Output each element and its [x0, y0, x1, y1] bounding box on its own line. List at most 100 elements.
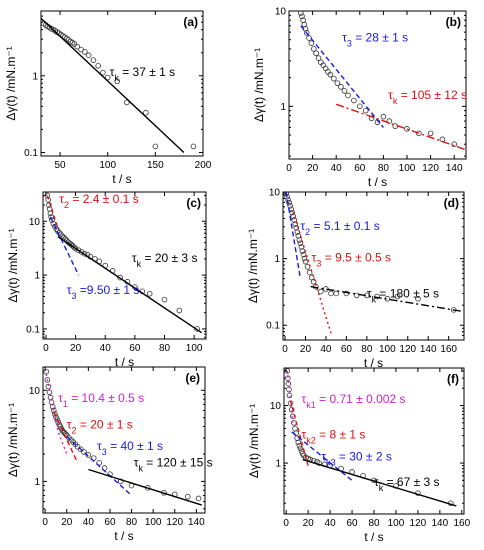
data-point — [69, 243, 76, 249]
data-point — [303, 30, 310, 36]
data-point — [404, 126, 410, 132]
chart-panel-a: 50 100 150 200 0.1 1 t / s Δγ(t) /mN.m⁻¹ (a) τk =… — [4, 10, 212, 186]
chart-panel-e: 0 20 40 60 80 100 120 140 1 10 t / s Δγ(t) /mN.m⁻¹ (… — [6, 366, 213, 543]
x-tick-label: 80 — [126, 517, 138, 528]
fit-line — [302, 458, 457, 507]
x-tick-label: 120 — [166, 517, 183, 528]
data-point — [52, 411, 58, 417]
data-point — [295, 439, 302, 446]
x-tick-label: 120 — [422, 163, 439, 174]
data-layer — [44, 192, 202, 334]
x-tick-label: 80 — [378, 163, 390, 174]
plot-frame — [42, 366, 206, 514]
panel-label: (d) — [444, 196, 459, 210]
data-layer — [298, 11, 466, 151]
data-point — [47, 210, 54, 217]
data-point — [315, 55, 322, 61]
data-point — [306, 269, 313, 276]
data-point — [176, 307, 183, 314]
x-tick-label: 0 — [43, 343, 49, 354]
x-tick-label: 100 — [379, 344, 396, 355]
x-tick-label: 20 — [61, 517, 73, 528]
x-axis-label: t / s — [114, 529, 133, 543]
x-tick-label: 40 — [83, 517, 95, 528]
data-point — [313, 50, 319, 57]
data-point — [310, 46, 317, 52]
data-point — [78, 249, 85, 255]
data-point — [90, 57, 97, 63]
fit-line — [300, 25, 384, 128]
y-tick-label: 10 — [29, 386, 41, 397]
x-tick-label: 150 — [147, 160, 164, 171]
fit-line — [291, 431, 353, 481]
x-tick-label: 120 — [399, 344, 416, 355]
fit-line — [66, 436, 133, 497]
data-point — [74, 43, 81, 50]
y-axis-label: Δγ(t) /mN.m⁻¹ — [246, 229, 260, 303]
x-axis-label: t / s — [115, 355, 134, 369]
data-point — [146, 290, 153, 297]
panel-label: (e) — [185, 371, 200, 385]
x-tick-label: 60 — [104, 517, 116, 528]
data-point — [328, 290, 334, 297]
y-tick-label: 0.1 — [266, 321, 280, 332]
data-point — [65, 36, 72, 43]
fit-line — [292, 211, 332, 334]
data-point — [299, 13, 305, 20]
data-point — [114, 78, 121, 85]
data-point — [296, 237, 303, 243]
x-axis-label: t / s — [368, 175, 387, 189]
fit-line — [310, 285, 464, 313]
tau-annotation: τk2 = 8 ± 1 s — [302, 427, 366, 445]
tau-annotation: τ3 = 28 ± 1 s — [342, 30, 408, 48]
data-point — [46, 202, 52, 208]
data-point — [75, 247, 82, 254]
x-tick-label: 0 — [282, 344, 288, 355]
x-tick-label: 80 — [361, 344, 373, 355]
fit-line — [49, 216, 80, 276]
x-tick-label: 40 — [325, 518, 337, 529]
tau-annotation: τk = 180 ± 5 s — [367, 287, 439, 305]
plot-frame — [40, 10, 204, 157]
y-tick-label: 1 — [274, 254, 280, 265]
data-point — [95, 63, 101, 69]
x-tick-label: 20 — [70, 343, 82, 354]
data-point — [297, 240, 304, 247]
x-tick-label: 120 — [410, 518, 427, 529]
x-tick-label: 140 — [446, 163, 463, 174]
data-layer — [283, 192, 464, 334]
tau-annotation: τk = 67 ± 3 s — [374, 475, 440, 493]
plot-frame — [288, 10, 467, 160]
y-axis-label: Δγ(t) /mN.m⁻¹ — [4, 46, 18, 120]
fit-line — [286, 370, 294, 423]
data-point — [386, 118, 393, 124]
x-tick-label: 160 — [453, 518, 470, 529]
tau-annotation: τk1 = 0.71 ± 0.002 s — [302, 392, 406, 410]
data-point — [195, 495, 202, 502]
data-point — [54, 416, 60, 423]
panel-label: (c) — [186, 196, 201, 210]
x-tick-label: 140 — [420, 344, 437, 355]
fit-line — [335, 103, 466, 151]
data-point — [152, 143, 159, 150]
data-point — [380, 113, 387, 120]
data-point — [353, 292, 360, 299]
data-point — [284, 368, 291, 374]
data-point — [117, 274, 123, 281]
data-point — [316, 460, 322, 466]
data-point — [292, 221, 299, 227]
chart-panel-b: 0 20 40 60 80 100 120 140 1 10 t / s Δγ(t) /mN.m⁻¹ (… — [252, 7, 467, 190]
fit-line — [88, 468, 203, 506]
x-tick-label: 100 — [186, 343, 203, 354]
data-point — [356, 103, 363, 110]
x-tick-label: 140 — [432, 518, 449, 529]
data-point — [82, 49, 88, 55]
data-point — [297, 445, 304, 452]
data-point — [296, 442, 303, 449]
y-tick-label: 10 — [270, 401, 282, 412]
x-tick-label: 100 — [99, 160, 116, 171]
data-layer — [43, 368, 203, 506]
tau-annotation: τ3 = 9.5 ± 0.5 s — [312, 251, 391, 269]
data-point — [301, 255, 308, 262]
